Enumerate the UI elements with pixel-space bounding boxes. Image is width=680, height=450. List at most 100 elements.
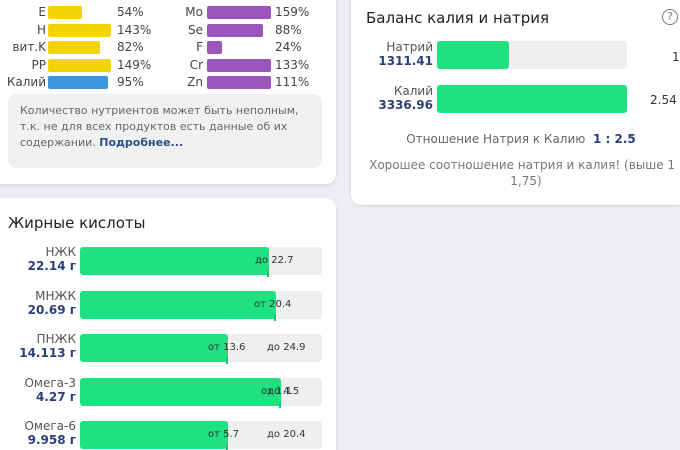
- fatty-acid-label: Омега-3 4.27 г: [10, 376, 76, 404]
- fatty-acid-name: Омега-6: [24, 419, 76, 433]
- fatty-acid-name: МНЖК: [35, 288, 76, 303]
- mineral-name: Cr: [189, 57, 203, 72]
- mineral-row: Se 88%: [0, 23, 336, 39]
- fatty-acid-name: ПНЖК: [36, 332, 77, 346]
- mineral-percent: 133%: [275, 57, 310, 72]
- fatty-acid-label: МНЖК 20.69 г: [10, 289, 76, 317]
- potassium-bar: [437, 85, 627, 113]
- sodium-value: 1311.41: [378, 54, 433, 68]
- fatty-acid-min: от 1.1: [261, 385, 293, 397]
- potassium-value: 3336.96: [378, 98, 433, 112]
- vitamin-bar: [48, 58, 111, 72]
- vitamin-percent: 95%: [117, 75, 144, 89]
- mineral-row: F 24%: [0, 40, 336, 56]
- fatty-acid-bar: от 20.4: [80, 290, 322, 321]
- fatty-acid-bar: от 13.6 до 24.9: [80, 334, 322, 364]
- vitamin-bar: [48, 41, 100, 54]
- fatty-acid-bar-fill: [80, 421, 228, 449]
- mineral-row: Zn 111%: [0, 75, 336, 91]
- note-text: Количество нутриентов может быть неполны…: [20, 104, 299, 149]
- mineral-percent: 24%: [275, 40, 302, 54]
- balance-card: Баланс калия и натрия ? Натрий 1311.41 1…: [351, 0, 680, 205]
- vitamin-row: PP 149%: [0, 58, 336, 74]
- vitamin-name: H: [36, 22, 46, 37]
- fatty-acid-bar-tick: [274, 314, 276, 321]
- fatty-acid-bar-fill: [80, 247, 269, 275]
- sodium-bar: [437, 41, 627, 69]
- vitamin-row: Калий 95%: [0, 75, 336, 91]
- ratio-value: 1 : 2.5: [593, 132, 636, 146]
- fatty-acid-bar-fill: [80, 334, 228, 362]
- mineral-percent: 159%: [275, 5, 310, 19]
- vitamin-row: H 143%: [0, 23, 336, 39]
- mineral-bar: [207, 41, 222, 54]
- mineral-bar: [207, 76, 271, 89]
- fatty-acid-max: до 22.7: [255, 255, 294, 266]
- fatty-acid-value: 22.14 г: [27, 259, 76, 273]
- sodium-bar-fill: [437, 41, 509, 69]
- vitamin-name: Калий: [6, 75, 46, 89]
- mineral-bar: [207, 6, 271, 19]
- fatty-acid-value: 4.27 г: [35, 389, 76, 404]
- fatty-acid-bar-tick: [279, 401, 281, 408]
- fatty-acid-label: Омега-6 9.958 г: [10, 419, 76, 447]
- nutrients-note: Количество нутриентов может быть неполны…: [8, 94, 322, 168]
- fatty-acid-min: от 20.4: [254, 298, 292, 310]
- fatty-acid-max: до 24.9: [267, 342, 306, 353]
- vitamin-bar: [48, 76, 108, 89]
- fatty-acid-name: Омега-3: [24, 375, 76, 390]
- fatty-acid-value: 14.113 г: [19, 346, 76, 360]
- fatty-acid-value: 20.69 г: [27, 302, 76, 317]
- sodium-label: Натрий 1311.41: [351, 40, 433, 68]
- vitamin-row: вит.K 82%: [0, 40, 336, 56]
- fatty-acid-max: до 20.4: [267, 429, 306, 440]
- sodium-ratio: 1: [672, 50, 680, 64]
- mineral-row: Cr 133%: [0, 58, 336, 74]
- vitamin-percent: 54%: [117, 5, 144, 19]
- fatty-acid-min: от 5.7: [208, 429, 240, 440]
- vitamin-name: E: [38, 5, 46, 19]
- fatty-acids-card: Жирные кислоты НЖК 22.14 г до 22.7 МНЖК 20.6…: [0, 198, 336, 450]
- fatty-acid-label: ПНЖК 14.113 г: [10, 332, 76, 360]
- vitamin-name: вит.K: [12, 40, 46, 54]
- potassium-name: Калий: [393, 84, 433, 98]
- nutrients-card: E 54% H 143% вит.K 82% PP 149% Калий 95% Mo 159% Se…: [0, 0, 336, 184]
- fatty-acid-value: 9.958 г: [27, 433, 76, 447]
- vitamin-bar: [48, 23, 111, 37]
- mineral-bar: [207, 58, 271, 72]
- potassium-label: Калий 3336.96: [351, 84, 433, 112]
- ratio-line: Отношение Натрия к Калию 1 : 2.5: [351, 132, 680, 146]
- fatty-acid-bar-tick: [226, 358, 228, 364]
- fatty-acid-max: до 4.5: [267, 385, 300, 397]
- fatty-acid-bar: от 1.1 до 4.5: [80, 377, 322, 408]
- mineral-name: F: [196, 40, 203, 54]
- potassium-bar-fill: [437, 85, 627, 113]
- mineral-name: Zn: [187, 75, 203, 89]
- vitamin-percent: 82%: [117, 40, 144, 54]
- fatty-acid-bar-fill: [80, 290, 276, 319]
- mineral-percent: 111%: [275, 75, 310, 89]
- ratio-label: Отношение Натрия к Калию: [406, 132, 586, 146]
- fatty-acids-title: Жирные кислоты: [8, 214, 146, 232]
- mineral-percent: 88%: [275, 22, 302, 37]
- fatty-acid-bar: до 22.7: [80, 247, 322, 277]
- more-link[interactable]: Подробнее...: [99, 136, 184, 149]
- good-ratio-message: Хорошее соотношение натрия и калия! (выш…: [369, 158, 680, 188]
- mineral-bar: [207, 23, 263, 37]
- fatty-acid-bar-tick: [226, 445, 228, 450]
- vitamin-percent: 143%: [117, 22, 152, 37]
- potassium-ratio: 2.54: [650, 93, 677, 107]
- sodium-name: Натрий: [386, 40, 433, 54]
- vitamin-name: PP: [31, 57, 46, 72]
- balance-title: Баланс калия и натрия: [366, 9, 550, 27]
- fatty-acid-bar: от 5.7 до 20.4: [80, 421, 322, 450]
- vitamin-row: E 54%: [0, 5, 336, 21]
- mineral-name: Se: [188, 22, 203, 37]
- help-icon[interactable]: ?: [662, 9, 678, 25]
- vitamin-percent: 149%: [117, 57, 152, 72]
- vitamin-bar: [48, 6, 82, 19]
- mineral-name: Mo: [185, 5, 203, 19]
- fatty-acid-label: НЖК 22.14 г: [10, 245, 76, 273]
- mineral-row: Mo 159%: [0, 5, 336, 21]
- fatty-acid-min: от 13.6: [208, 342, 246, 353]
